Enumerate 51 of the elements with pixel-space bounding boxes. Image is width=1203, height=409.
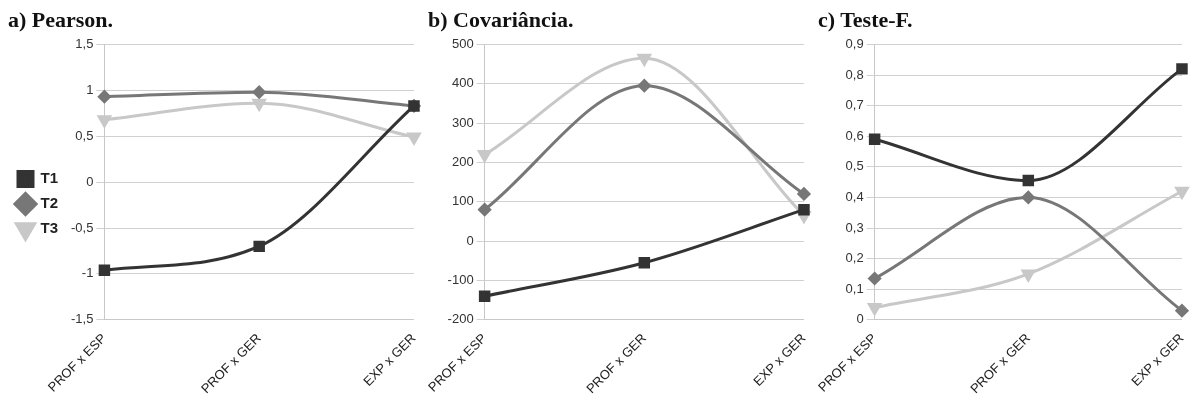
legend-label: T3 (40, 219, 59, 237)
y-tick-label: 0,7 (845, 97, 864, 113)
y-tick-label: 0,1 (845, 280, 864, 296)
y-tick-label: 0,2 (845, 250, 864, 266)
point (478, 290, 491, 302)
y-tick-label: -1 (81, 265, 94, 281)
y-tick-label: 200 (451, 154, 474, 170)
y-tick-label: 0,5 (845, 158, 864, 174)
point (797, 187, 811, 201)
y-tick-label: 0,8 (845, 66, 864, 82)
y-tick-label: 1,5 (75, 35, 94, 51)
y-tick-label: 400 (451, 75, 474, 91)
y-tick-label: -200 (447, 311, 474, 327)
chart-title: a) Pearson. (8, 6, 114, 32)
point (637, 53, 651, 66)
point (252, 85, 266, 99)
y-tick-label: -100 (447, 272, 474, 288)
legend-label: T2 (40, 194, 59, 212)
point (252, 98, 266, 111)
point (798, 203, 810, 216)
y-tick-label: 0,4 (845, 188, 864, 204)
point (1021, 269, 1035, 282)
point (637, 79, 651, 93)
point (1021, 190, 1035, 204)
y-tick-label: 0 (86, 173, 94, 189)
point (868, 272, 882, 285)
point (1022, 174, 1035, 187)
y-tick-label: 100 (451, 193, 474, 209)
point (1176, 63, 1188, 75)
y-tick-label: 300 (451, 114, 474, 130)
point (477, 150, 492, 163)
legend-label: T1 (40, 169, 59, 187)
y-tick-label: -1,5 (71, 311, 94, 327)
y-tick-label: 500 (451, 35, 474, 51)
point (638, 257, 651, 269)
y-tick-label: 0 (466, 232, 474, 248)
y-tick-label: 0 (856, 311, 864, 327)
point (407, 132, 421, 145)
point (867, 303, 882, 316)
point (1175, 186, 1189, 199)
point (1175, 304, 1189, 318)
y-tick-label: 0,3 (845, 219, 864, 235)
point (97, 115, 112, 128)
y-tick-label: 0,9 (845, 35, 864, 51)
chart-title: b) Covariância. (428, 6, 574, 32)
point (253, 240, 265, 253)
y-tick-label: 0,6 (845, 127, 864, 143)
y-tick-label: 1 (86, 81, 94, 97)
y-tick-label: 0,5 (75, 127, 94, 143)
y-tick-label: -0,5 (71, 219, 94, 235)
chart-title: c) Teste-F. (818, 6, 913, 32)
